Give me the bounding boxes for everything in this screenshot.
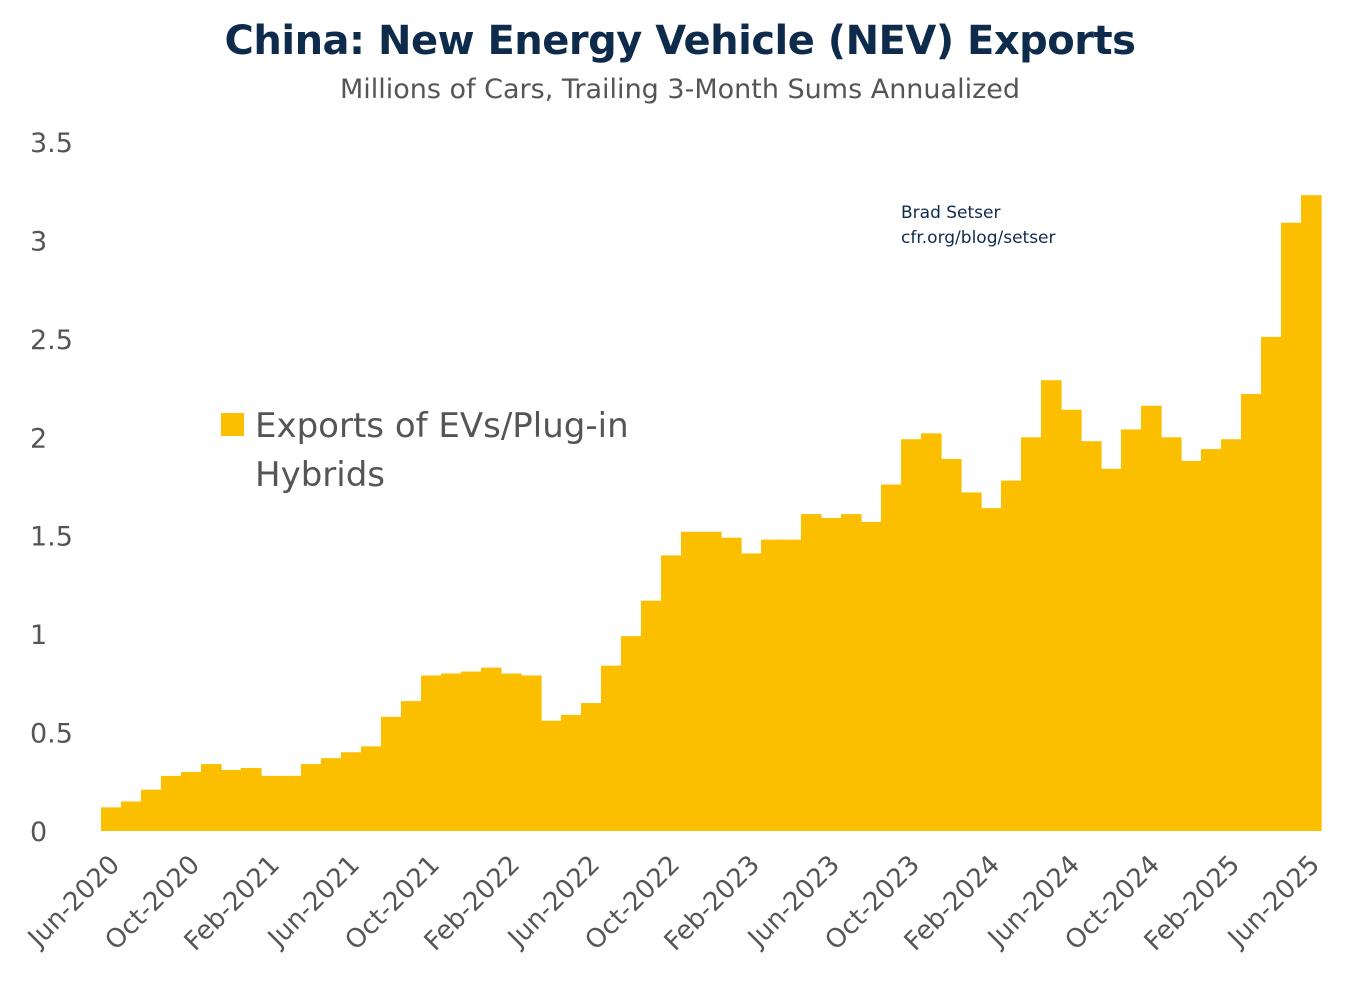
bar-nov-2024 (1161, 437, 1182, 831)
bar-jul-2021 (361, 746, 382, 831)
y-tick-label: 3 (30, 226, 47, 257)
bar-may-2021 (321, 758, 342, 831)
bar-jul-2020 (121, 801, 142, 831)
y-tick-label: 2.5 (30, 325, 73, 356)
annotation-author: Brad Setser (901, 203, 1001, 223)
bar-jul-2024 (1081, 441, 1102, 831)
bar-sep-2024 (1121, 429, 1142, 831)
y-tick-label: 1 (30, 620, 47, 651)
bar-sep-2020 (161, 775, 182, 831)
bar-feb-2025 (1221, 439, 1242, 831)
bar-feb-2021 (261, 775, 282, 831)
y-tick-label: 3.5 (30, 128, 73, 159)
legend-label-line2: Hybrids (255, 455, 385, 495)
chart-subtitle: Millions of Cars, Trailing 3-Month Sums … (339, 74, 1021, 105)
bar-nov-2023 (921, 433, 942, 831)
bar-oct-2024 (1141, 405, 1162, 831)
bar-dec-2021 (461, 671, 482, 831)
bar-apr-2022 (541, 720, 562, 831)
y-axis: 0 0.5 1 1.5 2 2.5 3 3.5 (30, 128, 73, 848)
legend-swatch (221, 413, 244, 436)
bar-apr-2025 (1261, 336, 1282, 831)
bar-may-2023 (801, 514, 822, 831)
y-tick-label: 0.5 (30, 719, 73, 750)
bar-aug-2024 (1101, 468, 1122, 831)
annotation-url: cfr.org/blog/setser (901, 228, 1056, 248)
chart-title: China: New Energy Vehicle (NEV) Exports (224, 18, 1136, 64)
y-tick-label: 0 (30, 817, 47, 848)
bar-jan-2022 (481, 667, 502, 831)
bar-apr-2023 (781, 539, 802, 831)
bar-dec-2023 (941, 458, 962, 831)
bar-mar-2025 (1241, 393, 1262, 831)
bar-jan-2025 (1201, 449, 1222, 831)
bar-aug-2021 (381, 716, 402, 831)
bar-series (101, 195, 1322, 831)
y-tick-label: 1.5 (30, 522, 73, 553)
bar-aug-2023 (861, 521, 882, 831)
bar-jan-2023 (721, 537, 742, 831)
bar-may-2024 (1041, 380, 1062, 831)
bar-jun-2021 (341, 752, 362, 831)
bar-jun-2025 (1301, 195, 1322, 831)
bar-dec-2024 (1181, 460, 1202, 831)
bar-jul-2022 (601, 665, 622, 831)
bar-nov-2020 (201, 764, 222, 831)
bar-dec-2020 (221, 769, 242, 831)
bar-oct-2020 (181, 771, 202, 831)
bar-may-2025 (1281, 222, 1302, 831)
legend-label-line1: Exports of EVs/Plug-in (255, 406, 629, 446)
bar-jun-2024 (1061, 409, 1082, 831)
bar-jun-2022 (581, 703, 602, 831)
bar-oct-2023 (901, 439, 922, 831)
bar-aug-2020 (141, 789, 162, 831)
bar-jul-2023 (841, 514, 862, 831)
y-tick-label: 2 (30, 423, 47, 454)
bar-mar-2024 (1001, 480, 1022, 831)
bar-feb-2024 (981, 508, 1002, 831)
bar-apr-2021 (301, 764, 322, 831)
bar-oct-2021 (421, 675, 442, 831)
x-axis: Jun-2020Oct-2020Feb-2021Jun-2021Oct-2021… (21, 850, 1326, 957)
bar-mar-2023 (761, 539, 782, 831)
bar-may-2022 (561, 714, 582, 831)
bar-sep-2021 (401, 701, 422, 831)
bar-feb-2022 (501, 673, 522, 831)
bar-oct-2022 (661, 555, 682, 831)
legend: Exports of EVs/Plug-in Hybrids (221, 406, 629, 495)
bar-mar-2022 (521, 675, 542, 831)
bar-apr-2024 (1021, 437, 1042, 831)
bar-jan-2021 (241, 768, 262, 831)
bar-nov-2022 (681, 531, 702, 831)
bar-jan-2024 (961, 492, 982, 831)
bar-jun-2023 (821, 518, 842, 831)
bar-sep-2022 (641, 600, 662, 831)
bar-mar-2021 (281, 775, 302, 831)
bar-jun-2020 (101, 807, 122, 831)
bar-nov-2021 (441, 673, 462, 831)
bar-dec-2022 (701, 531, 722, 831)
bar-feb-2023 (741, 553, 762, 831)
bar-sep-2023 (881, 484, 902, 831)
bar-aug-2022 (621, 636, 642, 831)
